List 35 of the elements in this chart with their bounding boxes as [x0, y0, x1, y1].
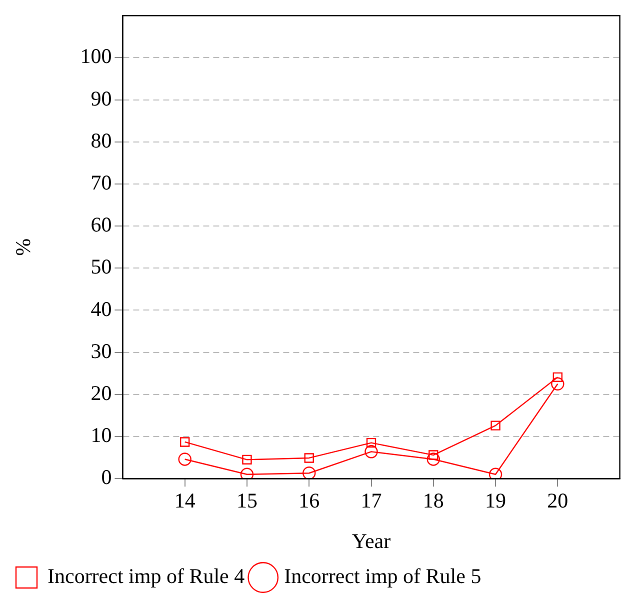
y-tick-label: 30 [90, 338, 112, 363]
point [426, 452, 440, 466]
x-tick-label: 19 [485, 488, 506, 513]
point [304, 453, 314, 463]
x-tick-label: 14 [174, 488, 196, 513]
y-tick-label: 60 [90, 212, 112, 237]
y-tick-label: 40 [90, 296, 112, 321]
point [240, 468, 254, 479]
y-tick-label: 10 [90, 423, 112, 448]
y-tick-label: 0 [101, 465, 112, 490]
y-tick-label: 50 [90, 254, 112, 279]
y-tick-label: 80 [90, 128, 112, 152]
y-tick-label: 20 [90, 380, 112, 405]
x-tick-label: 18 [422, 488, 444, 513]
y-axis-title: % [11, 238, 36, 256]
x-tick-label: 16 [298, 488, 320, 513]
y-tick-label: 90 [90, 86, 112, 110]
point [366, 438, 376, 448]
point [180, 437, 190, 447]
x-axis-title: Year [352, 528, 391, 553]
point [488, 468, 502, 479]
point [364, 445, 378, 458]
point [490, 420, 500, 430]
x-tick-label: 20 [547, 488, 568, 513]
x-tick-label: 15 [236, 488, 258, 513]
point [178, 452, 192, 466]
point [302, 466, 316, 479]
point [551, 377, 564, 390]
legend-label: Incorrect imp of Rule 5 [284, 564, 482, 588]
point [242, 454, 252, 464]
legend-label: Incorrect imp of Rule 4 [48, 564, 246, 588]
point [552, 372, 563, 382]
y-tick-label: 70 [90, 170, 112, 194]
y-tick-label: 100 [80, 44, 112, 68]
x-tick-label: 17 [360, 488, 382, 513]
